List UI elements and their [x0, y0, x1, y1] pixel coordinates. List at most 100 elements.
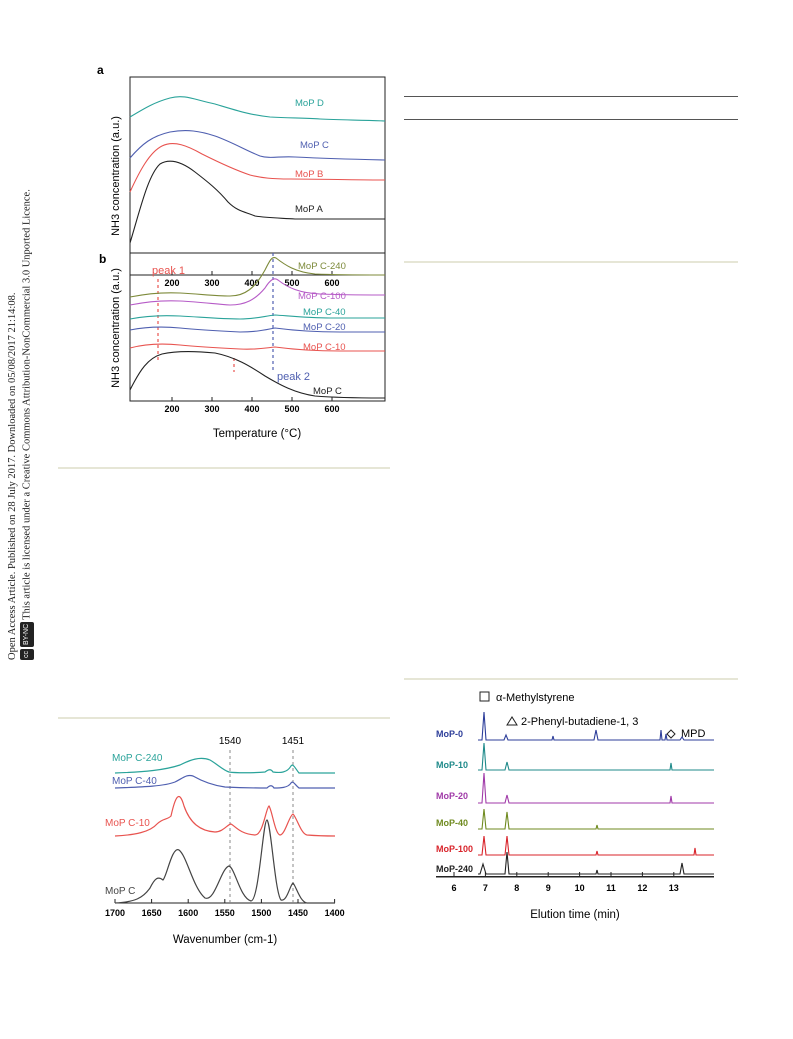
gc-mop100-trace — [478, 835, 714, 856]
legend-phenylbutadiene: 2-Phenyl-butadiene-1, 3 — [521, 716, 638, 728]
divider-left-1 — [58, 467, 390, 469]
tick-label: 300 — [204, 278, 219, 288]
tick-label: 1450 — [288, 908, 308, 918]
gc-mop240-label: MoP-240 — [436, 864, 473, 874]
gc-mop0-label: MoP-0 — [436, 729, 463, 739]
marker-1451-label: 1451 — [282, 736, 305, 747]
mop-b-label: MoP B — [295, 169, 323, 180]
ir-c40-curve — [114, 774, 335, 789]
ir-c-label: MoP C — [105, 886, 135, 897]
panel-b-xlabel: Temperature (°C) — [213, 428, 301, 440]
tick-label: 500 — [284, 404, 299, 414]
table-top-rule — [404, 96, 738, 97]
by-nc-badge: BY-NC — [20, 621, 34, 647]
panel-a-label: a — [97, 63, 104, 77]
ir-c240-curve — [114, 757, 335, 774]
tick-label: 200 — [164, 278, 179, 288]
tick-label: 1600 — [178, 908, 198, 918]
tpd-figure: a 200 300 400 500 600 NH3 concentration (a.u… — [97, 63, 386, 440]
mop-c20-curve — [129, 326, 385, 333]
ir-c40-label: MoP C-40 — [112, 776, 157, 787]
mop-c20-label: MoP C-20 — [303, 322, 346, 333]
tick-label: 600 — [324, 278, 339, 288]
gc-xaxis — [436, 876, 714, 878]
ir-xticks: 1700 1650 1600 1550 1500 1450 1400 — [105, 899, 345, 918]
licence-sidebar: Open Access Article. Published on 28 Jul… — [6, 130, 46, 660]
gc-xticks: 6 7 8 9 10 11 12 13 — [451, 872, 679, 893]
ir-xlabel: Wavenumber (cm-1) — [173, 934, 278, 946]
ir-c10-label: MoP C-10 — [105, 818, 150, 829]
ir-figure: 1700 1650 1600 1550 1500 1450 1400 Wavenumber … — [105, 736, 345, 946]
mop-a-curve — [129, 160, 385, 244]
mop-c10-curve — [129, 343, 385, 352]
panel-b-label: b — [99, 252, 106, 266]
tick-label: 13 — [669, 883, 679, 893]
legend-mpd: MPD — [681, 728, 706, 740]
peak1-label: peak 1 — [152, 265, 185, 277]
panel-a-frame — [129, 76, 386, 276]
gc-mop240-trace — [478, 851, 714, 875]
gc-mop10-trace — [478, 742, 714, 771]
mop-c-b-label: MoP C — [313, 386, 342, 397]
ir-c10-curve — [114, 795, 336, 837]
tick-label: 1650 — [142, 908, 162, 918]
mop-c-label: MoP C — [300, 140, 329, 151]
divider-right-1 — [404, 261, 738, 263]
ir-c240-label: MoP C-240 — [112, 753, 163, 764]
mop-d-label: MoP D — [295, 98, 324, 109]
panel-b-frame — [129, 252, 386, 402]
tick-label: 10 — [575, 883, 585, 893]
tick-label: 1400 — [325, 908, 345, 918]
cc-badge: cc — [20, 649, 34, 660]
mop-c100-curve — [129, 278, 386, 306]
mop-c240-curve — [129, 256, 386, 298]
mop-a-label: MoP A — [295, 204, 323, 215]
mop-b-curve — [129, 143, 386, 193]
mop-c240-label: MoP C-240 — [298, 261, 346, 272]
gc-mop20-label: MoP-20 — [436, 791, 468, 801]
tick-label: 6 — [451, 883, 456, 893]
mop-c40-curve — [129, 314, 385, 320]
gc-mop10-label: MoP-10 — [436, 760, 468, 770]
gc-mop100-label: MoP-100 — [436, 844, 473, 854]
peak2-label: peak 2 — [277, 371, 310, 383]
mop-c-curve — [129, 130, 386, 161]
tick-label: 200 — [164, 404, 179, 414]
triangle-marker-icon — [506, 716, 518, 726]
tick-label: 1550 — [215, 908, 235, 918]
gc-figure: α-Methylstyrene 2-Phenyl-butadiene-1, 3 … — [436, 691, 714, 921]
marker-1540-label: 1540 — [219, 736, 242, 747]
tick-label: 9 — [546, 883, 551, 893]
panel-b-xticks: 200 300 400 500 600 — [164, 397, 340, 414]
tick-label: 1500 — [251, 908, 271, 918]
panel-b-ylabel: NH3 concentration (a.u.) — [110, 268, 122, 388]
mop-d-curve — [129, 96, 386, 122]
tick-label: 8 — [514, 883, 519, 893]
divider-left-2 — [58, 717, 390, 719]
gc-mop40-trace — [478, 808, 714, 830]
tick-label: 7 — [483, 883, 488, 893]
mop-c100-label: MoP C-100 — [298, 291, 346, 302]
tick-label: 11 — [606, 883, 616, 893]
gc-traces — [478, 711, 714, 875]
gc-xlabel: Elution time (min) — [530, 909, 620, 921]
gc-mop40-label: MoP-40 — [436, 818, 468, 828]
panel-a-ylabel: NH3 concentration (a.u.) — [110, 116, 122, 236]
square-marker-icon — [479, 691, 490, 702]
mop-c10-label: MoP C-10 — [303, 342, 346, 353]
tick-label: 1700 — [105, 908, 125, 918]
tick-label: 300 — [204, 404, 219, 414]
diamond-marker-icon — [666, 729, 676, 739]
legend-methylstyrene: α-Methylstyrene — [496, 692, 575, 704]
licence-line: This article is licensed under a Creativ… — [21, 189, 33, 620]
mop-c-b-curve — [129, 351, 386, 399]
tick-label: 400 — [244, 404, 259, 414]
mop-c40-label: MoP C-40 — [303, 307, 346, 318]
tick-label: 600 — [324, 404, 339, 414]
gc-mop0-trace — [478, 711, 714, 741]
ir-c-curve — [114, 819, 335, 904]
publication-line: Open Access Article. Published on 28 Jul… — [7, 292, 18, 660]
divider-right-2 — [404, 678, 738, 680]
gc-mop20-trace — [478, 772, 714, 804]
table-mid-rule — [404, 119, 738, 120]
